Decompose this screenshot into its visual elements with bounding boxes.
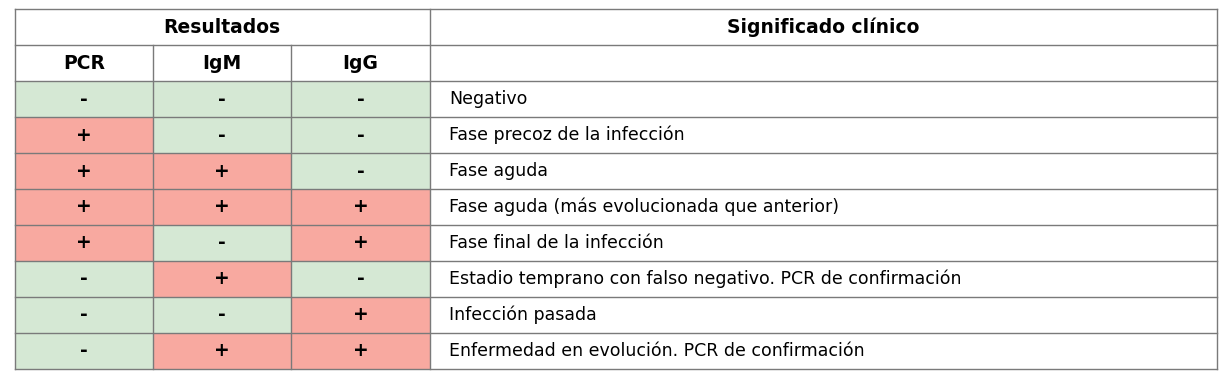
Text: +: +: [352, 341, 368, 360]
Text: -: -: [80, 90, 87, 109]
Text: +: +: [214, 197, 230, 217]
Bar: [15, 297, 153, 333]
Text: -: -: [356, 90, 365, 109]
Bar: [430, 117, 1217, 153]
Bar: [15, 153, 153, 189]
Bar: [430, 261, 1217, 297]
Bar: [291, 225, 430, 261]
Bar: [430, 225, 1217, 261]
Text: -: -: [80, 341, 87, 360]
Bar: [291, 153, 430, 189]
Text: PCR: PCR: [63, 54, 105, 73]
Text: +: +: [352, 305, 368, 324]
Text: Resultados: Resultados: [164, 18, 281, 37]
Text: -: -: [80, 269, 87, 288]
Bar: [15, 189, 153, 225]
Text: Fase aguda (más evolucionada que anterior): Fase aguda (más evolucionada que anterio…: [450, 198, 839, 216]
Bar: [153, 117, 291, 153]
Text: -: -: [218, 90, 227, 109]
Bar: [15, 261, 153, 297]
Bar: [291, 45, 430, 81]
Bar: [153, 153, 291, 189]
Text: Negativo: Negativo: [450, 90, 527, 108]
Bar: [291, 297, 430, 333]
Text: Fase aguda: Fase aguda: [450, 162, 548, 180]
Bar: [153, 225, 291, 261]
Bar: [15, 225, 153, 261]
Bar: [291, 117, 430, 153]
Bar: [153, 333, 291, 369]
Bar: [153, 297, 291, 333]
Text: -: -: [356, 269, 365, 288]
Text: +: +: [352, 233, 368, 253]
Text: Enfermedad en evolución. PCR de confirmación: Enfermedad en evolución. PCR de confirma…: [450, 342, 865, 359]
Text: -: -: [356, 125, 365, 145]
Text: -: -: [80, 305, 87, 324]
Bar: [430, 333, 1217, 369]
Bar: [430, 189, 1217, 225]
Bar: [15, 333, 153, 369]
Text: +: +: [76, 233, 92, 253]
Bar: [153, 45, 291, 81]
Text: -: -: [218, 233, 227, 253]
Text: +: +: [76, 161, 92, 181]
Bar: [291, 81, 430, 117]
Text: +: +: [76, 197, 92, 217]
Bar: [15, 117, 153, 153]
Bar: [430, 153, 1217, 189]
Text: +: +: [76, 125, 92, 145]
Text: +: +: [214, 161, 230, 181]
Bar: [15, 9, 430, 45]
Text: +: +: [214, 269, 230, 288]
Text: IgM: IgM: [202, 54, 241, 73]
Bar: [430, 45, 1217, 81]
Text: +: +: [352, 197, 368, 217]
Text: -: -: [218, 305, 227, 324]
Text: Significado clínico: Significado clínico: [727, 18, 919, 37]
Bar: [153, 81, 291, 117]
Bar: [15, 81, 153, 117]
Text: -: -: [218, 125, 227, 145]
Text: +: +: [214, 341, 230, 360]
Bar: [153, 261, 291, 297]
Bar: [430, 297, 1217, 333]
Bar: [291, 189, 430, 225]
Bar: [15, 45, 153, 81]
Bar: [430, 81, 1217, 117]
Text: IgG: IgG: [342, 54, 378, 73]
Text: Infección pasada: Infección pasada: [450, 305, 598, 324]
Text: Estadio temprano con falso negativo. PCR de confirmación: Estadio temprano con falso negativo. PCR…: [450, 270, 962, 288]
Bar: [291, 333, 430, 369]
Text: Fase final de la infección: Fase final de la infección: [450, 234, 664, 252]
Bar: [153, 189, 291, 225]
Bar: [430, 9, 1217, 45]
Text: Fase precoz de la infección: Fase precoz de la infección: [450, 126, 685, 144]
Bar: [291, 261, 430, 297]
Text: -: -: [356, 161, 365, 181]
